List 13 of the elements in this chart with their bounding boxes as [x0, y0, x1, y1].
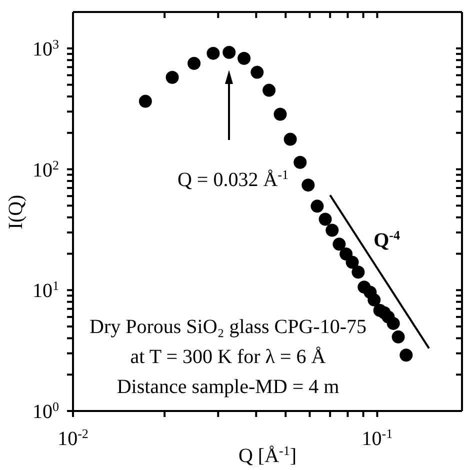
annotation: Dry Porous SiO₂ glass CPG-10-75	[88, 315, 368, 340]
annotation: Distance sample-MD = 4 m	[116, 375, 340, 400]
y-tick-label: 10$^{3}$	[32, 36, 59, 60]
series-label: Q$^{-4}$	[374, 227, 400, 252]
x-tick-label: 10$^{-1}$	[362, 426, 393, 450]
annotation: Q = 0.032 Å$^{-1}$	[177, 166, 289, 191]
y-tick-label: 10$^{0}$	[32, 398, 59, 423]
y-tick-label: 10$^{1}$	[32, 278, 59, 302]
y-axis-title: I(Q)	[5, 194, 27, 230]
x-axis-title: Q [Å$^{-1}$]	[238, 442, 297, 467]
annotation: at T = 300 K for λ = 6 Å	[129, 345, 327, 370]
y-tick-label: 10$^{2}$	[32, 156, 59, 182]
x-tick-label: 10$^{-2}$	[58, 426, 88, 450]
